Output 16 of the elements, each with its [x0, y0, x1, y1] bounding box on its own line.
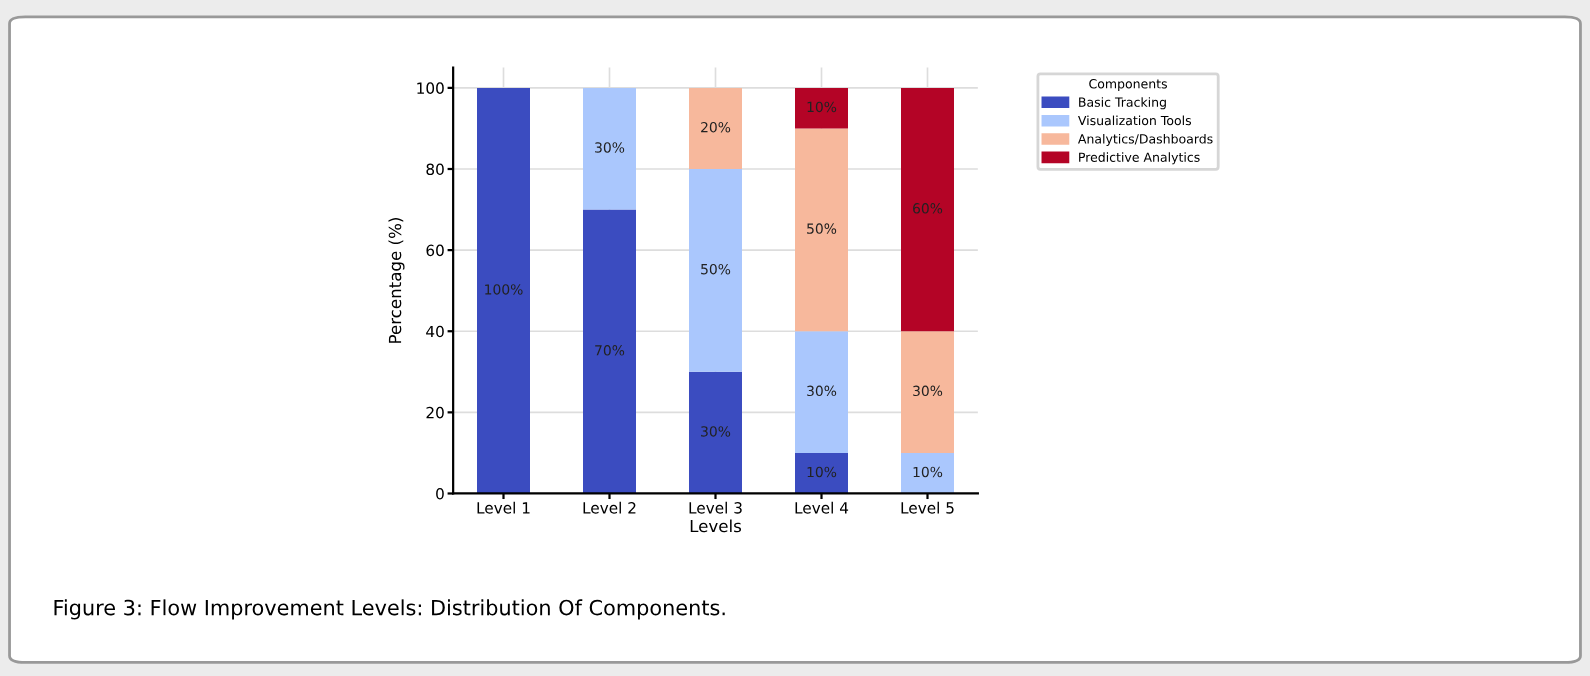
- bar: [795, 128, 848, 332]
- x-axis-title: Levels: [690, 519, 742, 533]
- caption: Figure 3: Flow Improvement Levels: Distribution Of Components.: [54, 599, 725, 620]
- bar: [689, 87, 742, 169]
- bar: [795, 87, 848, 129]
- bar: [901, 331, 954, 453]
- bar: [583, 87, 636, 210]
- bar: [583, 209, 636, 494]
- bar: [795, 452, 848, 494]
- bar: [689, 371, 742, 494]
- bar: [901, 452, 954, 494]
- y-axis-title: Percentage (%): [388, 218, 405, 343]
- bar: [795, 331, 848, 453]
- bar: [689, 169, 742, 372]
- bar: [477, 87, 530, 494]
- bar: [901, 87, 954, 332]
